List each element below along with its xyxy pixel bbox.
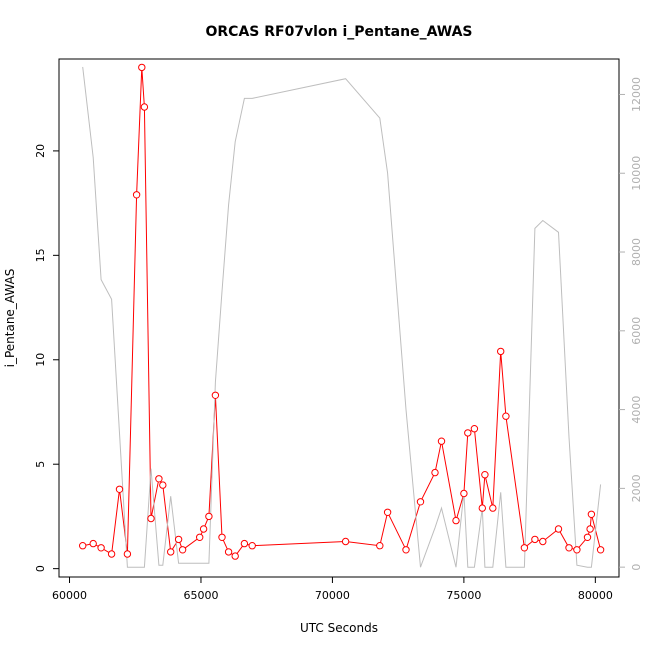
x-tick-label: 60000 [52, 589, 87, 602]
data-point [147, 514, 155, 523]
y2-tick-label: 12000 [630, 77, 643, 112]
data-point [437, 437, 446, 445]
data-point [123, 550, 132, 558]
data-point [211, 391, 220, 399]
data-point [586, 525, 594, 533]
y-tick-label: 0 [34, 565, 47, 572]
y-tick-label: 10 [34, 353, 47, 367]
x-axis-label: UTC Seconds [300, 621, 378, 635]
data-point [140, 103, 149, 111]
data-point [155, 475, 163, 483]
x-tick-label: 70000 [315, 589, 350, 602]
data-point [478, 504, 486, 512]
y-axis-label: i_Pentane_AWAS [3, 269, 17, 368]
y-axis: 0 5 10 15 20 [34, 144, 59, 572]
data-point [240, 539, 249, 548]
secondary-y-axis: 0 2000 4000 6000 8000 10000 12000 [619, 77, 643, 571]
data-point [231, 552, 239, 560]
data-point [97, 544, 105, 552]
data-point [565, 544, 573, 552]
data-point [138, 63, 146, 72]
secondary-series-line [82, 66, 602, 568]
data-point [583, 533, 592, 541]
data-point [520, 544, 529, 552]
y2-tick-label: 0 [630, 564, 643, 571]
y-tick-label: 5 [34, 461, 47, 468]
data-point [431, 468, 439, 477]
data-point [89, 539, 97, 548]
x-tick-label: 80000 [578, 589, 613, 602]
data-point [383, 508, 392, 516]
series-layer [79, 63, 605, 568]
x-axis: 60000 65000 70000 75000 80000 [52, 577, 613, 602]
data-point [531, 535, 539, 544]
data-point [502, 412, 510, 420]
y2-tick-label: 8000 [630, 238, 643, 266]
data-point [539, 537, 547, 546]
data-point [224, 548, 233, 556]
x-tick-label: 75000 [446, 589, 481, 602]
y2-tick-label: 2000 [630, 474, 643, 502]
data-point [376, 542, 384, 550]
data-point [497, 347, 505, 356]
y2-tick-label: 10000 [630, 156, 643, 191]
y2-tick-label: 6000 [630, 317, 643, 345]
x-tick-label: 65000 [183, 589, 218, 602]
data-point [218, 533, 226, 541]
data-point [481, 471, 489, 479]
y-tick-label: 15 [34, 248, 47, 262]
data-point [115, 485, 124, 493]
data-point [199, 525, 208, 533]
data-point [341, 537, 350, 546]
data-point [489, 504, 497, 512]
data-point [470, 425, 479, 433]
plot-frame [58, 58, 620, 578]
data-point [178, 546, 187, 554]
chart-title: ORCAS RF07vlon i_Pentane_AWAS [205, 24, 472, 40]
data-point [132, 191, 141, 199]
data-point [416, 498, 425, 506]
data-point [79, 542, 87, 550]
data-point [205, 512, 213, 521]
data-point [402, 546, 410, 554]
data-point [464, 429, 472, 437]
data-point [596, 546, 605, 554]
data-point [554, 525, 563, 533]
data-point [174, 535, 183, 544]
data-point [587, 510, 596, 518]
y2-tick-label: 4000 [630, 396, 643, 424]
data-point [452, 516, 460, 525]
data-point [167, 548, 175, 556]
data-point [107, 550, 116, 558]
data-point [248, 542, 256, 550]
data-point [159, 481, 167, 489]
data-point [573, 546, 581, 554]
y-tick-label: 20 [34, 144, 47, 158]
data-point [196, 533, 204, 541]
data-point [460, 489, 468, 498]
